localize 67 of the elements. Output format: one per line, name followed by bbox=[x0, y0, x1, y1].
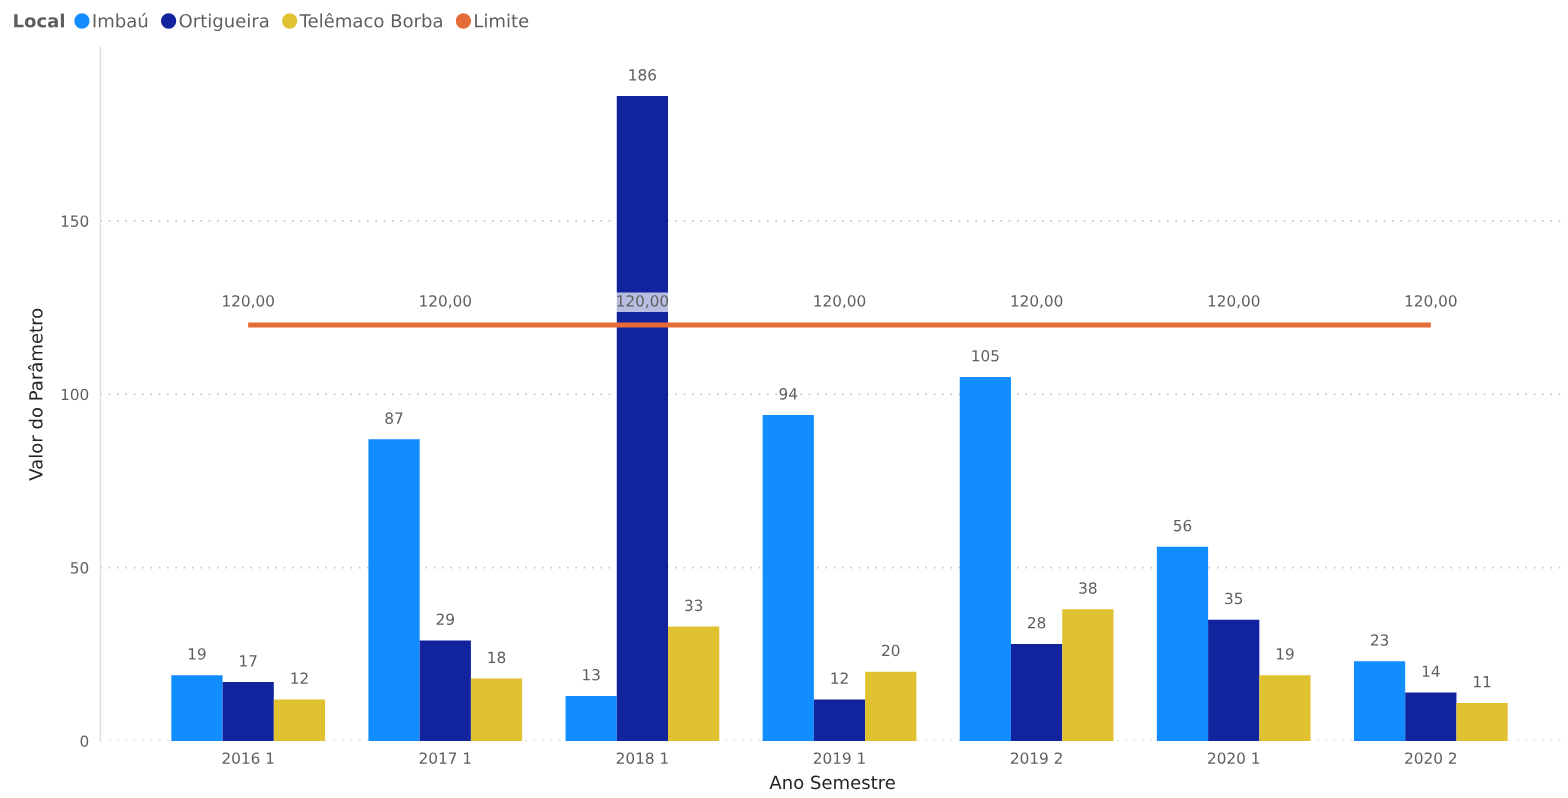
bar bbox=[1156, 546, 1209, 742]
bar bbox=[470, 678, 523, 742]
legend-title: Local bbox=[14, 13, 65, 28]
data-label: 20 bbox=[882, 644, 900, 657]
data-label: 19 bbox=[1276, 648, 1294, 660]
x-tick-label: 2017 1 bbox=[419, 752, 471, 764]
data-label: 120,00 bbox=[617, 295, 669, 309]
bar bbox=[813, 699, 866, 742]
bar bbox=[668, 626, 720, 742]
x-tick-label: 2018 1 bbox=[616, 752, 668, 764]
data-label: 94 bbox=[779, 388, 798, 400]
x-axis-title: Ano Semestre bbox=[769, 775, 895, 790]
data-label: 28 bbox=[1028, 616, 1046, 629]
bar bbox=[1062, 609, 1114, 742]
x-tick-label: 2020 1 bbox=[1208, 752, 1260, 764]
bar bbox=[959, 376, 1011, 742]
data-label: 11 bbox=[1474, 676, 1491, 688]
bar bbox=[368, 439, 420, 742]
data-label: 56 bbox=[1173, 519, 1192, 532]
data-label: 14 bbox=[1422, 665, 1440, 677]
bar bbox=[1010, 643, 1063, 742]
legend-label: Imbaú bbox=[93, 12, 148, 28]
data-label: 120,00 bbox=[1405, 295, 1457, 309]
data-label: 33 bbox=[685, 599, 703, 612]
bar bbox=[565, 695, 617, 742]
data-label: 17 bbox=[240, 655, 257, 667]
bar bbox=[762, 415, 814, 742]
data-label: 12 bbox=[831, 672, 848, 684]
bar bbox=[419, 640, 471, 742]
x-tick-label: 2019 1 bbox=[813, 752, 865, 764]
y-tick-label: 150 bbox=[61, 215, 89, 227]
data-label: 29 bbox=[436, 613, 454, 626]
legend-label: Telêmaco Borba bbox=[299, 12, 442, 28]
bar bbox=[1353, 661, 1406, 742]
data-label: 23 bbox=[1370, 634, 1389, 646]
data-label: 35 bbox=[1225, 592, 1243, 605]
bar bbox=[222, 682, 274, 742]
y-tick-label: 0 bbox=[80, 735, 89, 748]
data-label: 105 bbox=[972, 349, 999, 362]
data-label: 19 bbox=[188, 648, 206, 660]
data-label: 186 bbox=[629, 69, 657, 81]
y-tick-label: 100 bbox=[61, 388, 89, 401]
data-label: 120,00 bbox=[814, 295, 866, 309]
data-label: 120,00 bbox=[1011, 295, 1063, 309]
data-label: 120,00 bbox=[420, 295, 472, 309]
data-label: 18 bbox=[488, 651, 506, 664]
data-label: 12 bbox=[291, 672, 308, 684]
x-tick-label: 2020 2 bbox=[1405, 752, 1457, 764]
y-tick-label: 50 bbox=[70, 562, 89, 574]
bar bbox=[1208, 619, 1260, 742]
data-label: 87 bbox=[385, 412, 403, 424]
data-label: 13 bbox=[583, 668, 600, 681]
y-axis-title: Valor do Parâmetro bbox=[27, 308, 43, 481]
data-label: 38 bbox=[1079, 582, 1097, 594]
bar bbox=[1259, 675, 1311, 742]
data-label: 120,00 bbox=[223, 295, 274, 309]
bar bbox=[273, 699, 326, 742]
data-label: 120,00 bbox=[1208, 295, 1260, 309]
legend-label: Limite bbox=[475, 13, 529, 28]
bar bbox=[171, 675, 223, 742]
bar bbox=[1405, 692, 1457, 742]
x-tick-label: 2019 2 bbox=[1011, 752, 1062, 764]
legend-label: Ortigueira bbox=[179, 13, 269, 32]
bar bbox=[865, 671, 917, 742]
bar bbox=[1456, 702, 1508, 742]
x-tick-label: 2016 1 bbox=[222, 752, 274, 764]
bar bbox=[616, 96, 669, 742]
